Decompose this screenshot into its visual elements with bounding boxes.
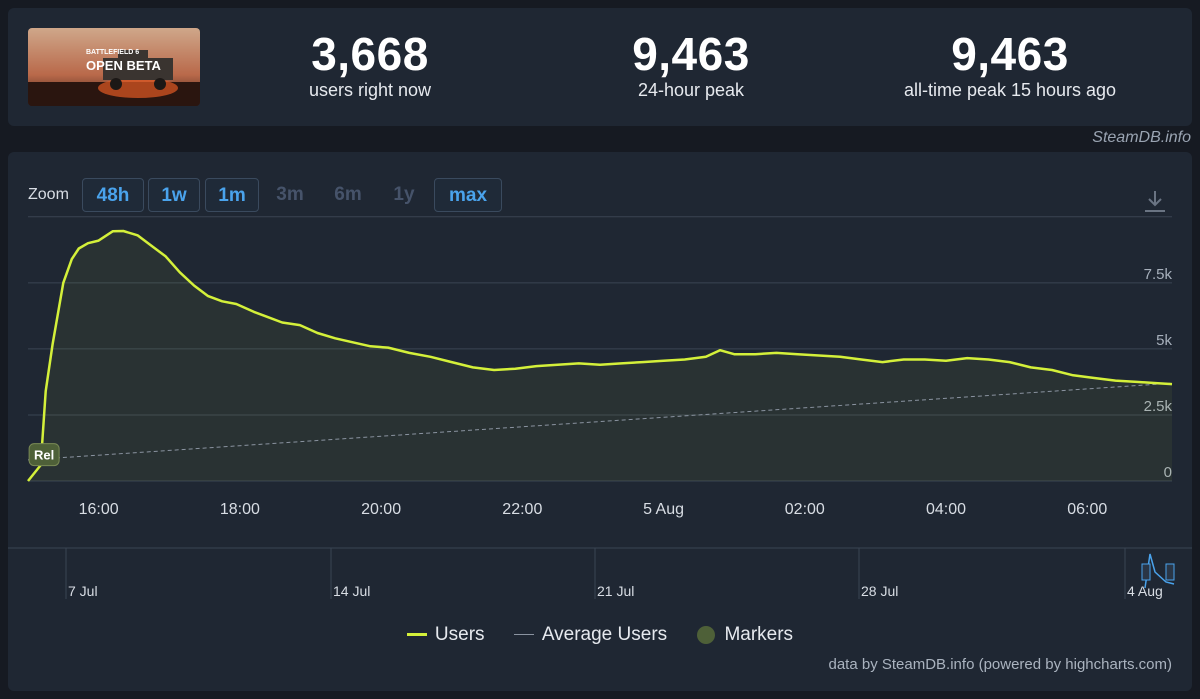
legend-average-users[interactable]: Average Users — [513, 624, 668, 646]
navigator-right-handle — [1165, 563, 1175, 581]
x-tick-label: 18:00 — [220, 501, 260, 518]
navigator-label: 4 Aug — [1127, 583, 1163, 599]
zoom-1m-button[interactable]: 1m — [205, 178, 259, 212]
x-tick-label: 02:00 — [785, 501, 825, 518]
zoom-1y-button: 1y — [393, 184, 415, 205]
highcharts-credit[interactable]: data by SteamDB.info (powered by highcha… — [828, 656, 1173, 673]
day-peak-value: 9,463 — [632, 28, 750, 80]
all-time-peak-stat: 9,463 all-time peak 15 hours ago — [880, 28, 1140, 101]
chart-panel: Zoom 48h 1w 1m 3m 6m 1y max 0 2.5k 5k 7.5k 1… — [8, 152, 1192, 691]
all-time-peak-label: all-time peak 15 hours ago — [903, 80, 1117, 100]
zoom-1w-button[interactable]: 1w — [148, 178, 200, 212]
thumb-title-line1: BATTLEFIELD 6 — [86, 49, 139, 56]
navigator-left-handle — [1141, 563, 1151, 581]
navigator-label: 7 Jul — [68, 583, 98, 599]
y-tick-label: 7.5k — [1144, 266, 1173, 283]
current-users-label: users right now — [308, 80, 432, 100]
legend-users[interactable]: Users — [406, 624, 485, 646]
thumb-title-line2: OPEN BETA — [86, 58, 161, 73]
zoom-48h-button[interactable]: 48h — [82, 178, 144, 212]
y-tick-label: 0 — [1164, 464, 1172, 481]
stats-panel: BATTLEFIELD 6 OPEN BETA 3,668 users righ… — [8, 8, 1192, 126]
current-users-value: 3,668 — [311, 28, 429, 80]
users-line — [27, 229, 1173, 482]
zoom-6m-button: 6m — [334, 184, 362, 205]
x-tick-label: 20:00 — [361, 501, 401, 518]
day-peak-label: 24-hour peak — [637, 80, 745, 100]
zoom-3m-button: 3m — [276, 184, 304, 205]
users-area — [28, 231, 1172, 481]
x-tick-label: 06:00 — [1067, 501, 1107, 518]
average-users-line — [27, 382, 1173, 461]
game-artwork: BATTLEFIELD 6 OPEN BETA — [28, 28, 200, 106]
legend-average-users-label: Average Users — [541, 624, 668, 645]
legend-markers[interactable]: Markers — [696, 624, 793, 646]
day-peak-stat: 9,463 24-hour peak — [561, 28, 821, 101]
x-tick-label: 22:00 — [502, 501, 542, 518]
current-users-stat: 3,668 users right now — [240, 28, 500, 101]
legend-markers-label: Markers — [724, 624, 794, 645]
release-marker-label: Rel — [34, 448, 54, 463]
navigator-label: 14 Jul — [333, 583, 370, 599]
zoom-label: Zoom — [28, 186, 69, 203]
release-marker — [28, 443, 60, 467]
steamdb-credit[interactable]: SteamDB.info — [1092, 129, 1191, 146]
all-time-peak-value: 9,463 — [951, 28, 1069, 80]
download-icon[interactable] — [1142, 188, 1168, 214]
chart-legend: Users Average Users Markers — [8, 624, 1192, 646]
x-tick-label: 16:00 — [79, 501, 119, 518]
player-count-chart[interactable]: 0 2.5k 5k 7.5k 16:00 18:00 20:00 22:00 5 Aug 02:0… — [8, 152, 1192, 622]
zoom-max-button[interactable]: max — [434, 178, 502, 212]
x-tick-label: 5 Aug — [643, 501, 684, 518]
navigator-label: 28 Jul — [861, 583, 898, 599]
x-tick-label: 04:00 — [926, 501, 966, 518]
y-tick-label: 2.5k — [1144, 398, 1173, 415]
legend-users-label: Users — [434, 624, 485, 645]
game-thumbnail[interactable]: BATTLEFIELD 6 OPEN BETA — [28, 28, 200, 106]
navigator-label: 21 Jul — [597, 583, 634, 599]
y-tick-label: 5k — [1156, 332, 1172, 349]
